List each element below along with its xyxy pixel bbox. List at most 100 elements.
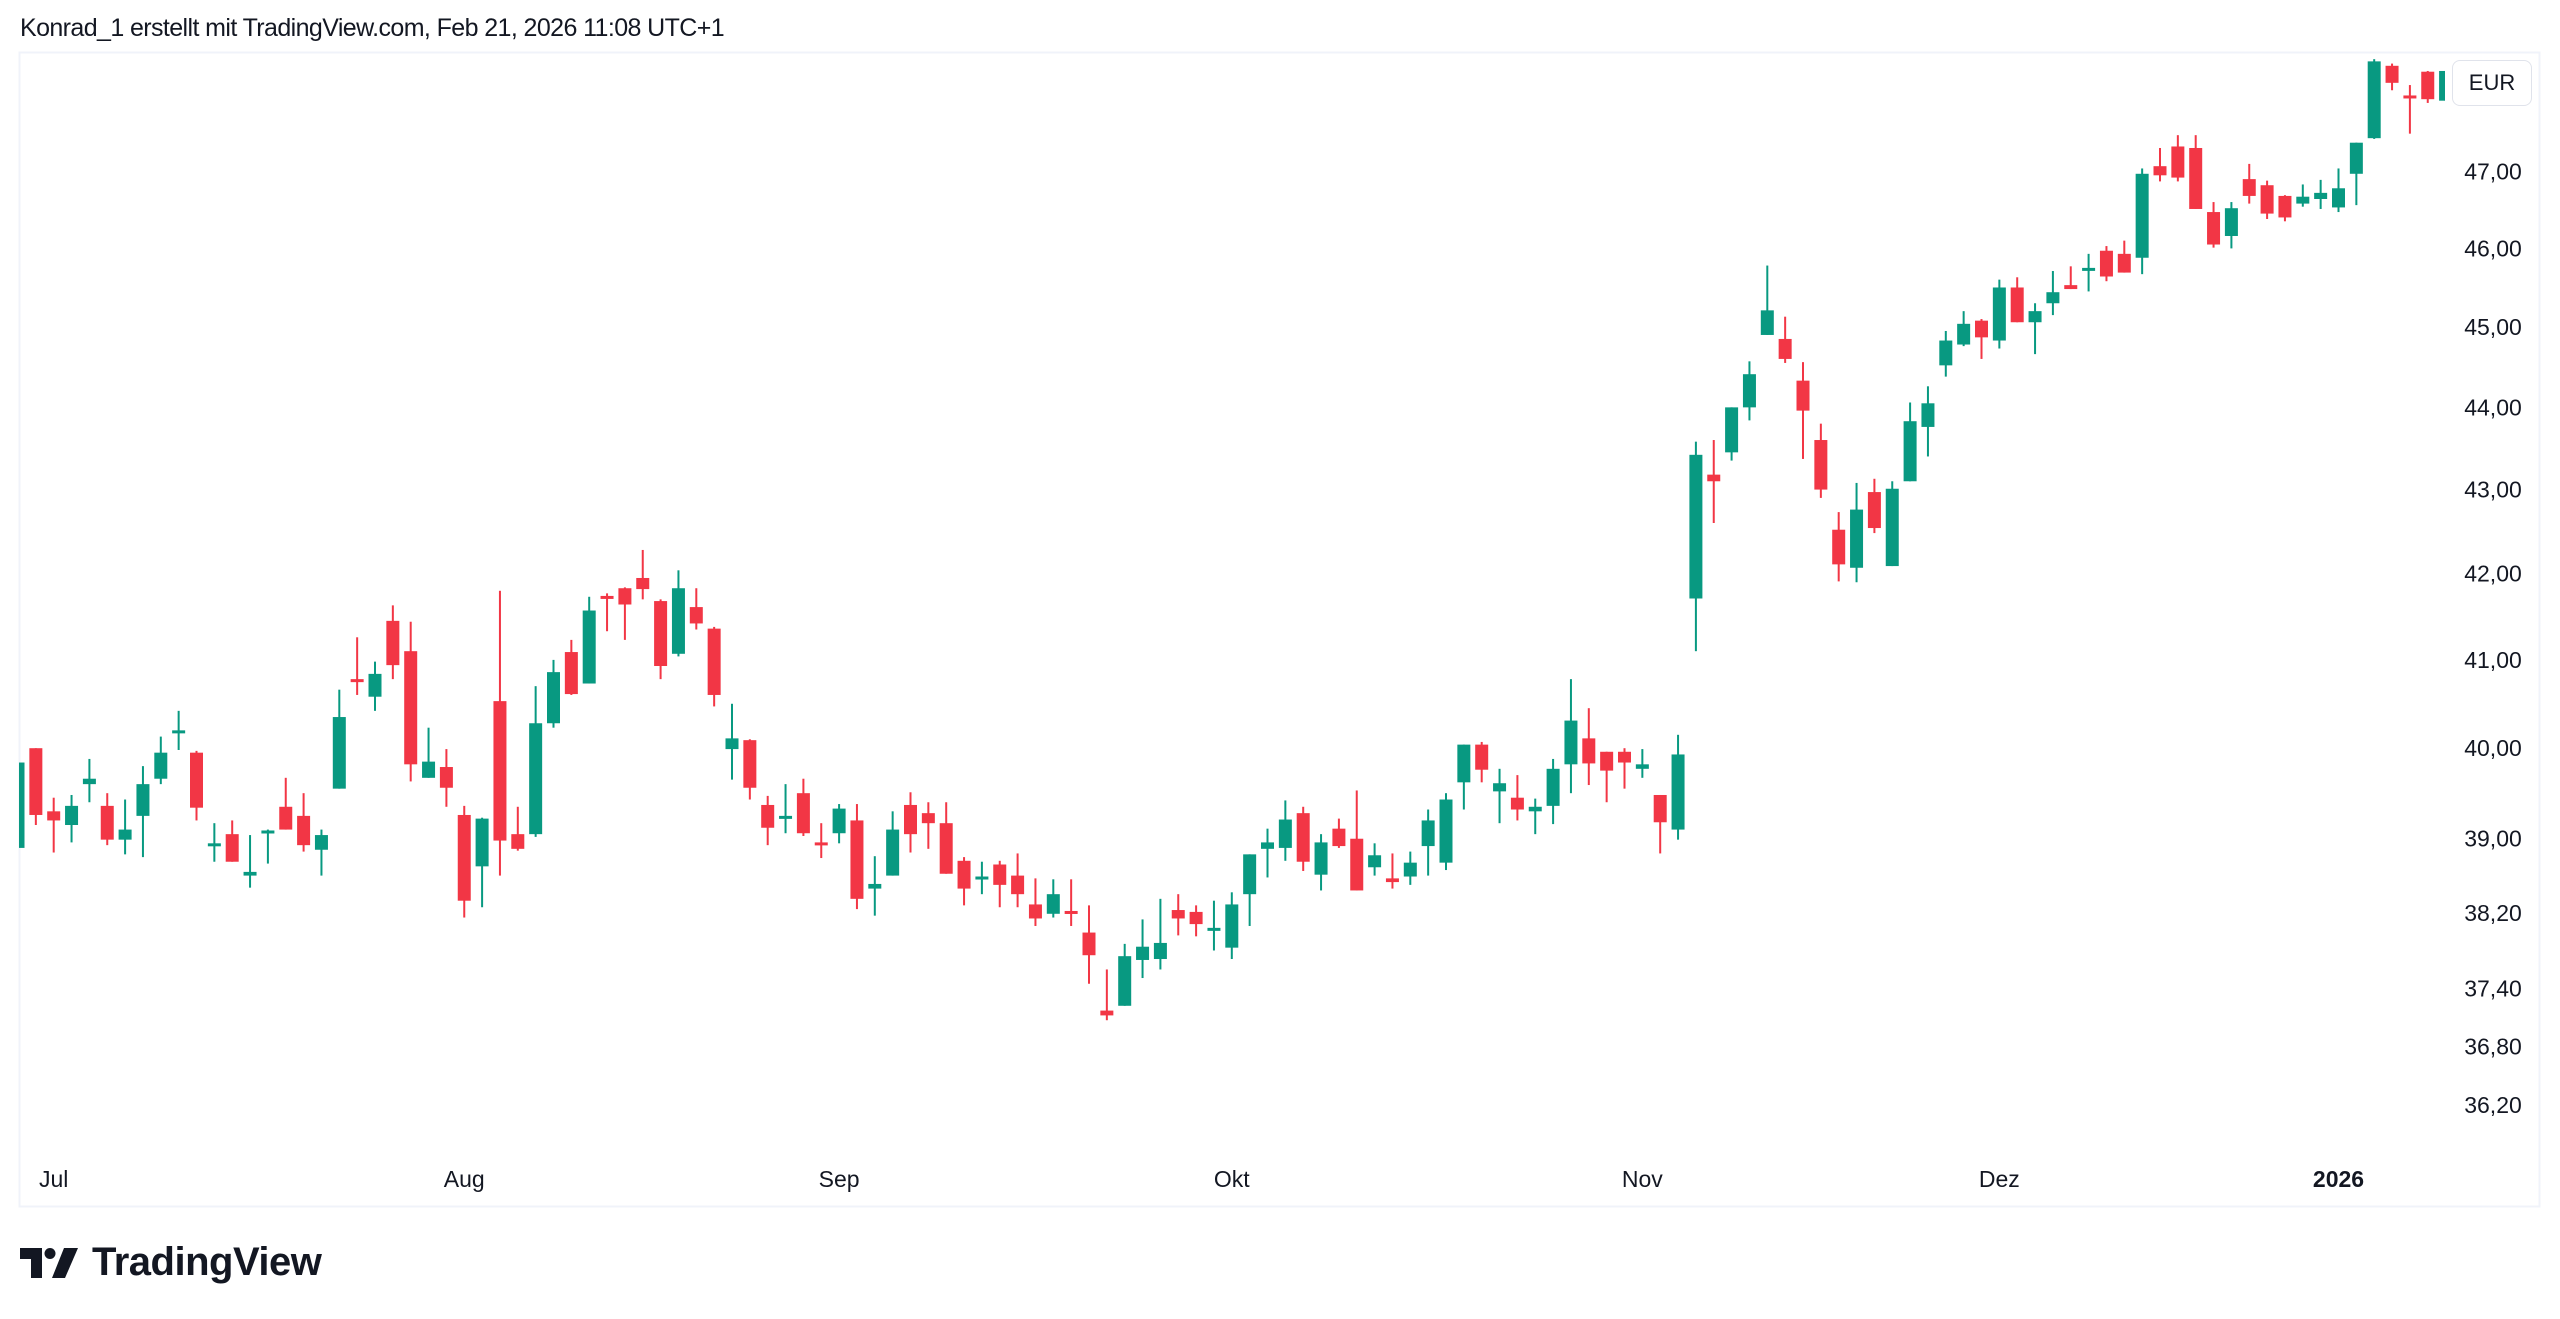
candle-body (743, 740, 757, 788)
candle-body (868, 883, 882, 889)
candle-wick (1659, 794, 1662, 854)
candle-up (671, 570, 685, 657)
candle-body (1153, 942, 1167, 960)
candle-wick (213, 823, 216, 862)
candle-body (1760, 310, 1774, 335)
candle-up (1742, 361, 1756, 421)
candle-up (582, 596, 596, 684)
tradingview-logo[interactable]: TradingView (20, 1240, 322, 1285)
candle-body (1278, 819, 1292, 848)
candle-up (725, 703, 739, 780)
candle-wick (266, 829, 269, 864)
time-axis[interactable]: Jul Aug Sep Okt Nov Dez 2026 (39, 1166, 2364, 1192)
candle-up (1118, 943, 1132, 1006)
price-tick-label: 44,00 (2464, 394, 2522, 420)
candle-body (1600, 751, 1614, 771)
candle-up (2046, 271, 2060, 316)
candle-body (1350, 838, 1364, 891)
candle-body (422, 761, 436, 778)
candle-down (100, 793, 114, 846)
candle-up (1635, 749, 1649, 778)
candle-body (19, 762, 25, 848)
candle-down (1975, 319, 1988, 359)
candle-body (2046, 292, 2060, 304)
candle-body (1475, 744, 1489, 770)
candle-wick (124, 799, 127, 855)
candle-body (1689, 454, 1703, 599)
candle-wick (1034, 878, 1037, 926)
price-tick-label: 41,00 (2464, 647, 2522, 673)
candle-body (1136, 946, 1150, 960)
candle-wick (2408, 85, 2411, 134)
candle-body (1011, 875, 1025, 895)
candle-up (1439, 793, 1453, 871)
candle-body (618, 588, 632, 605)
candle-body (1618, 751, 1631, 763)
candle-up (2439, 70, 2445, 101)
candle-body (47, 811, 61, 821)
candle-down (564, 639, 578, 695)
price-tick-label: 38,20 (2464, 900, 2522, 926)
candle-body (2439, 70, 2445, 101)
candle-up (547, 659, 560, 728)
candle-wick (1391, 853, 1394, 889)
candle-up (1957, 311, 1971, 347)
candle-down (511, 806, 525, 851)
candle-body (1064, 910, 1078, 914)
candle-down (2117, 240, 2131, 273)
candle-body (65, 805, 79, 826)
candle-down (2064, 266, 2078, 290)
candle-body (529, 723, 543, 835)
candle-wick (606, 593, 609, 632)
candle-body (350, 679, 364, 683)
candle-wick (356, 637, 359, 695)
candle-body (457, 814, 471, 901)
candle-body (29, 748, 43, 815)
candle-up (1225, 892, 1239, 960)
candle-body (1992, 287, 2006, 341)
candle-down (1867, 478, 1881, 534)
candle-body (2117, 253, 2131, 273)
candle-body (689, 607, 703, 624)
candle-down (225, 820, 239, 862)
candle-up (1725, 407, 1739, 461)
time-tick-label: Dez (1979, 1166, 2020, 1192)
candle-down (1653, 794, 1667, 854)
candle-body (1903, 421, 1917, 482)
candle-down (1350, 790, 1364, 891)
candle-down (1796, 362, 1810, 459)
candle-up (779, 784, 793, 834)
candle-body (1082, 932, 1096, 956)
candle-wick (1105, 969, 1108, 1021)
candle-down (743, 739, 757, 800)
candle-body (2367, 61, 2381, 139)
candle-wick (820, 823, 823, 859)
candle-body (1368, 855, 1382, 868)
price-tick-label: 43,00 (2464, 477, 2522, 503)
candle-up (2332, 168, 2345, 213)
candle-wick (1980, 319, 1983, 359)
candle-body (404, 651, 418, 765)
candle-body (2260, 185, 2274, 214)
candle-down (404, 621, 418, 782)
candle-body (1778, 338, 1792, 359)
candle-body (1653, 794, 1667, 823)
candle-down (904, 792, 917, 853)
candle-down (2189, 135, 2203, 209)
currency-button[interactable]: EUR (2452, 60, 2532, 106)
candle-wick (1641, 749, 1644, 778)
candle-body (2171, 146, 2185, 178)
price-axis[interactable]: 47,00 46,00 45,00 44,00 43,00 42,00 41,00 40,00… (2464, 159, 2522, 1119)
candle-body (564, 652, 578, 695)
candle-body (1796, 380, 1810, 411)
candle-body (1028, 904, 1042, 919)
candle-wick (1070, 879, 1073, 926)
candle-body (1850, 509, 1864, 568)
candle-body (993, 864, 1007, 885)
candle-down (1814, 423, 1828, 498)
candle-body (1118, 956, 1132, 1006)
candle-down (654, 599, 668, 680)
candle-down (1296, 806, 1310, 871)
candle-wick (52, 797, 55, 853)
